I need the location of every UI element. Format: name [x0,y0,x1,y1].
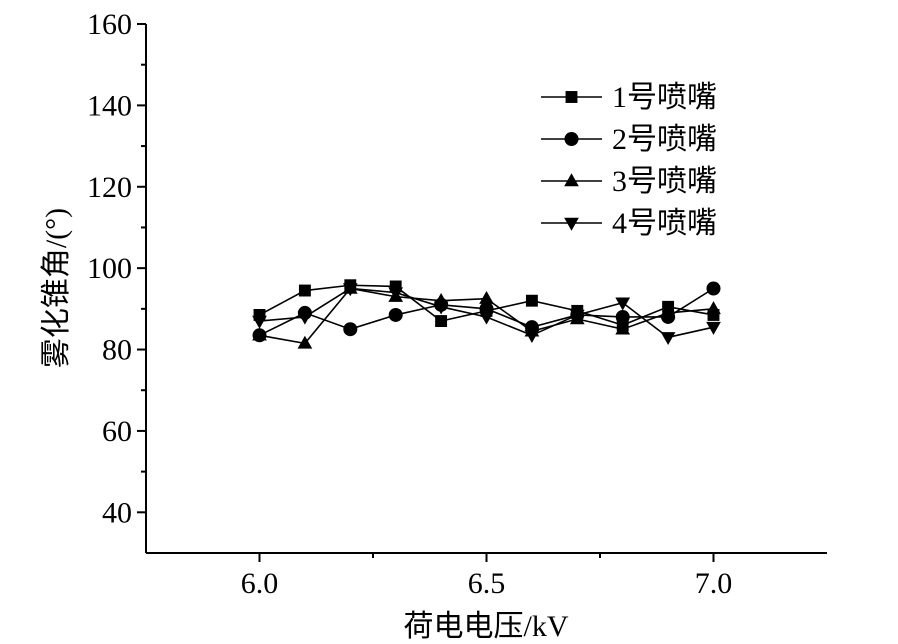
data-point [479,311,494,325]
x-ticks: 6.0 6.5 7.0 [241,553,733,600]
data-point [343,322,358,337]
legend-item-1: 1号喷嘴 [541,81,717,114]
data-point [252,327,267,341]
data-point [253,309,266,321]
data-point [479,290,494,304]
data-point [524,330,540,343]
y-axis-label: 雾化锥角/(°) [40,208,73,368]
y-tick-label: 40 [102,496,132,529]
data-point [388,287,404,301]
series-layer [252,279,721,349]
y-tick-label: 160 [87,8,132,41]
data-point [389,280,402,293]
series-3 [252,280,721,349]
x-tick-label: 7.0 [695,567,733,600]
legend-label: 2号喷嘴 [612,123,717,156]
x-tick-label: 6.5 [468,567,506,600]
data-point [615,297,631,311]
data-point [433,301,449,315]
data-point [706,321,721,335]
legend-label: 4号喷嘴 [612,207,717,240]
y-ticks: 40 60 80 100 120 140 160 [87,8,146,529]
y-tick-label: 120 [87,171,132,204]
data-point [297,311,313,325]
legend-item-3: 3号喷嘴 [541,165,717,198]
data-point [297,335,313,349]
data-point [525,294,538,307]
x-tick-label: 6.0 [241,567,279,600]
data-point [615,321,631,335]
data-point [615,309,630,324]
y-tick-label: 100 [87,252,132,285]
data-point [298,284,311,297]
legend-marker [564,173,579,187]
legend-item-4: 4号喷嘴 [541,207,717,240]
data-point [706,301,721,315]
legend-label: 1号喷嘴 [612,81,717,114]
data-point [435,315,448,328]
series-4 [252,283,721,346]
data-point [706,281,721,296]
y-tick-label: 140 [87,89,132,122]
data-point [569,309,585,323]
y-tick-label: 80 [102,334,132,367]
legend-marker [565,91,578,103]
data-point [707,309,720,321]
legend-label: 3号喷嘴 [612,165,717,198]
y-tick-label: 60 [102,415,132,448]
legend-marker [564,132,579,146]
data-point [660,305,676,319]
legend-marker [564,217,579,231]
x-axis-label: 荷电电压/kV [404,610,569,643]
data-point [342,283,358,297]
data-point [252,315,267,329]
legend-item-2: 2号喷嘴 [541,123,717,156]
data-point [660,332,676,346]
data-point [388,307,403,322]
legend: 1号喷嘴 2号喷嘴 3号喷嘴 4号喷嘴 [541,81,717,240]
